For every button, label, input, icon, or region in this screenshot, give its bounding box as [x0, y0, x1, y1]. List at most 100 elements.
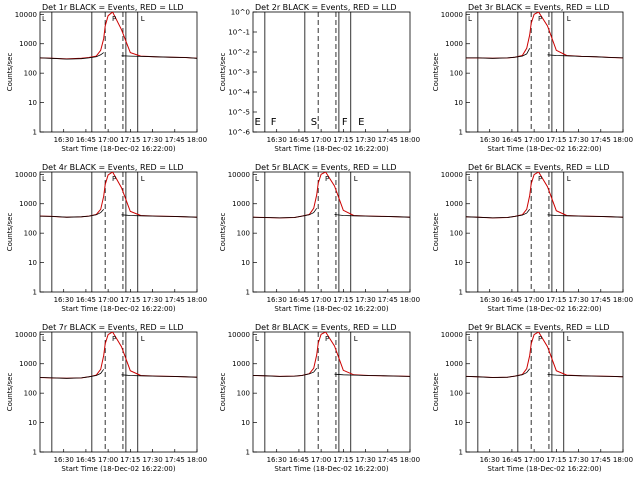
x-tick-label: 17:30 [142, 456, 162, 464]
x-tick-label: 16:30 [267, 136, 287, 144]
x-tick-label: 17:45 [591, 456, 611, 464]
y-tick-label: 100 [24, 70, 37, 78]
y-tick-label: 1000 [19, 200, 37, 208]
x-tick-label: 16:45 [502, 296, 522, 304]
x-tick-label: 16:45 [76, 296, 96, 304]
plot-frame [252, 11, 411, 133]
x-tick-label: 16:45 [502, 136, 522, 144]
x-tick-label: 17:30 [355, 136, 375, 144]
y-axis-label: Counts/sec [432, 53, 440, 92]
edge-marker-right: L [567, 335, 571, 343]
x-tick-label: 16:30 [480, 296, 500, 304]
panel-title: Det 4r BLACK = Events, RED = LLD [42, 163, 184, 172]
y-tick-label: 10^-1 [228, 29, 250, 37]
y-tick-label: 10 [241, 419, 250, 427]
x-tick-label: 16:30 [54, 136, 74, 144]
peak-marker: P [325, 175, 329, 183]
x-tick-label: 17:45 [591, 136, 611, 144]
y-axis-label: Counts/sec [219, 53, 227, 92]
y-tick-label: 1 [459, 289, 463, 297]
series-events-black [253, 208, 410, 219]
x-tick-label: 16:45 [289, 456, 309, 464]
x-tick-label: 17:30 [568, 456, 588, 464]
y-tick-label: 100 [24, 390, 37, 398]
edge-marker-left: L [468, 335, 472, 343]
y-tick-label: 10 [241, 259, 250, 267]
y-axis-label: Counts/sec [432, 213, 440, 252]
interval-marker: E [358, 117, 364, 128]
interval-marker: E [254, 117, 260, 128]
x-tick-label: 17:30 [355, 456, 375, 464]
x-axis-label: Start Time (18-Dec-02 16:22:00) [274, 145, 388, 153]
x-tick-label: 16:30 [480, 456, 500, 464]
series-lld-red [40, 332, 197, 379]
panel-det-8: Det 8r BLACK = Events, RED = LLD Counts/s… [219, 323, 420, 473]
series-events-black [466, 209, 623, 219]
plot-frame [465, 171, 624, 293]
y-tick-label: 1000 [232, 360, 250, 368]
panel-det-7: Det 7r BLACK = Events, RED = LLD Counts/s… [6, 323, 207, 473]
edge-marker-right: L [141, 175, 145, 183]
y-tick-label: 10000 [228, 331, 250, 339]
y-tick-label: 100 [237, 390, 250, 398]
x-tick-label: 18:00 [400, 456, 420, 464]
plot-frame [465, 11, 624, 133]
x-tick-label: 17:00 [98, 456, 118, 464]
series-events-black [40, 369, 197, 379]
x-tick-label: 18:00 [400, 136, 420, 144]
series-lld-red [466, 172, 623, 219]
y-tick-label: 1000 [19, 40, 37, 48]
edge-marker-right: L [141, 335, 145, 343]
plot-frame [39, 331, 198, 453]
panel-det-2: Det 2r BLACK = Events, RED = LLD Counts/s… [219, 3, 420, 153]
x-axis-label: Start Time (18-Dec-02 16:22:00) [61, 305, 175, 313]
x-tick-label: 16:30 [54, 296, 74, 304]
y-tick-label: 10 [454, 419, 463, 427]
x-tick-label: 16:45 [289, 136, 309, 144]
series-events-black [40, 209, 197, 218]
panel-det-3: Det 3r BLACK = Events, RED = LLD Counts/s… [432, 3, 633, 153]
x-tick-label: 17:00 [98, 136, 118, 144]
interval-marker: S [311, 117, 317, 128]
x-tick-label: 16:30 [54, 456, 74, 464]
y-axis-label: Counts/sec [6, 53, 14, 92]
series-lld-red [466, 332, 623, 379]
x-tick-label: 17:00 [311, 296, 331, 304]
x-tick-label: 18:00 [400, 296, 420, 304]
y-tick-label: 1000 [445, 40, 463, 48]
x-tick-label: 17:30 [142, 136, 162, 144]
y-tick-label: 10 [28, 419, 37, 427]
x-tick-label: 17:15 [333, 136, 353, 144]
y-tick-label: 10^-2 [228, 49, 250, 57]
x-tick-label: 16:45 [76, 136, 96, 144]
y-tick-label: 10^0 [231, 9, 250, 17]
y-axis-label: Counts/sec [219, 373, 227, 412]
y-tick-label: 10000 [441, 171, 463, 179]
plot-frame [39, 171, 198, 293]
peak-marker: P [538, 15, 542, 23]
y-axis-label: Counts/sec [219, 213, 227, 252]
y-tick-label: 1000 [19, 360, 37, 368]
y-tick-label: 1 [33, 289, 37, 297]
x-tick-label: 17:45 [165, 136, 185, 144]
edge-marker-left: L [42, 175, 46, 183]
y-tick-label: 10000 [15, 11, 37, 19]
y-tick-label: 1000 [232, 200, 250, 208]
panel-title: Det 6r BLACK = Events, RED = LLD [468, 163, 610, 172]
edge-marker-left: L [255, 175, 259, 183]
y-tick-label: 1 [246, 449, 250, 457]
panel-det-1: Det 1r BLACK = Events, RED = LLD Counts/s… [6, 3, 207, 153]
x-axis-label: Start Time (18-Dec-02 16:22:00) [487, 145, 601, 153]
x-axis-label: Start Time (18-Dec-02 16:22:00) [61, 465, 175, 473]
x-tick-label: 17:00 [98, 296, 118, 304]
y-tick-label: 100 [450, 70, 463, 78]
series-lld-red [40, 172, 197, 218]
plot-frame [252, 171, 411, 293]
x-tick-label: 17:30 [142, 296, 162, 304]
y-tick-label: 100 [450, 230, 463, 238]
x-tick-label: 17:15 [333, 456, 353, 464]
panel-title: Det 5r BLACK = Events, RED = LLD [255, 163, 397, 172]
y-tick-label: 100 [237, 230, 250, 238]
x-tick-label: 17:15 [120, 456, 140, 464]
x-tick-label: 17:15 [120, 136, 140, 144]
